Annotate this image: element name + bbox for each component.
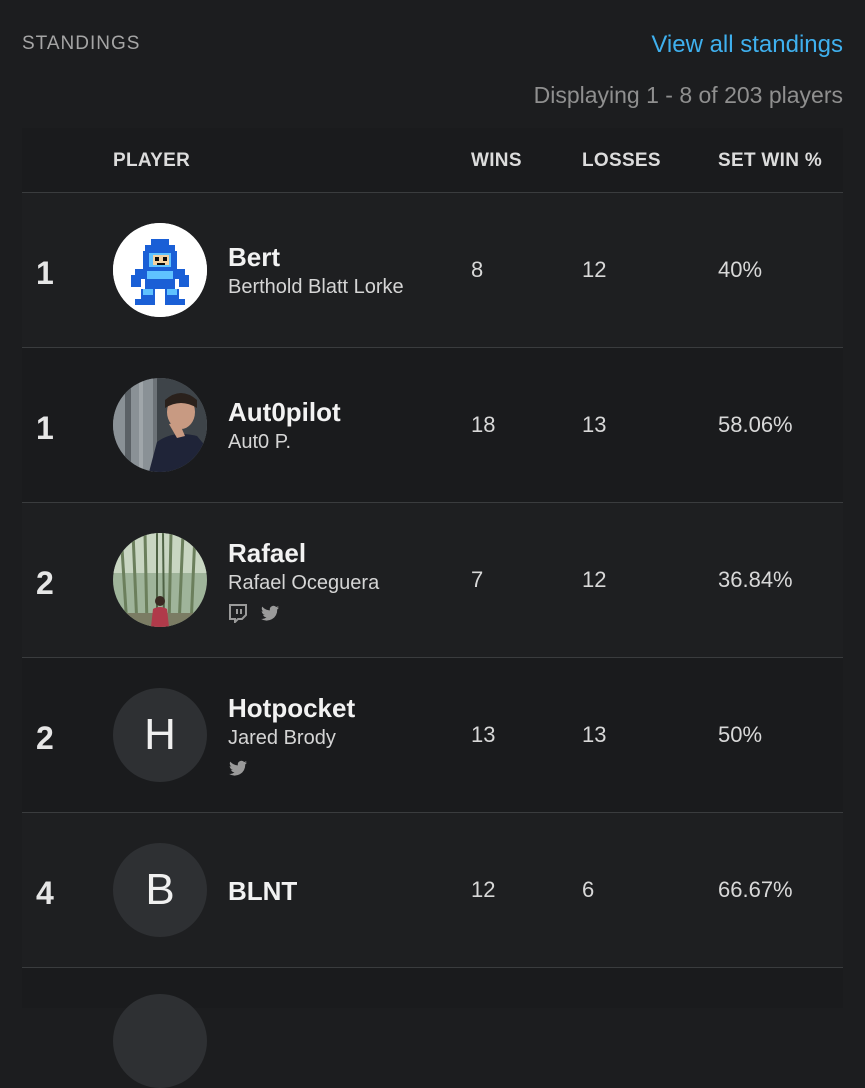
cell-losses: 13 bbox=[582, 722, 607, 747]
avatar[interactable] bbox=[113, 994, 207, 1088]
player-gamer-tag[interactable]: Bert bbox=[228, 242, 281, 272]
table-row[interactable]: 4 B BLNT 12 6 66.67% bbox=[22, 813, 843, 968]
player-name-block: BLNT bbox=[228, 875, 297, 907]
cell-set-win-rate: 40% bbox=[718, 257, 763, 282]
table-row[interactable]: 1 bbox=[22, 193, 843, 348]
player-name-block: Aut0pilot Aut0 P. bbox=[228, 396, 341, 456]
table-header: PLAYER WINS LOSSES SET WIN % bbox=[22, 128, 843, 193]
cell-losses: 12 bbox=[582, 257, 607, 282]
row-rank: 1 bbox=[36, 255, 54, 291]
cell-losses: 13 bbox=[582, 412, 607, 437]
cell-wins: 8 bbox=[471, 257, 484, 282]
player-name-block: Bert Berthold Blatt Lorke bbox=[228, 241, 404, 301]
row-rank: 2 bbox=[36, 720, 54, 756]
avatar[interactable]: H bbox=[113, 688, 207, 782]
avatar[interactable] bbox=[113, 378, 207, 472]
table-row[interactable]: 2 H Hotpocket Jared Brody 13 13 50% bbox=[22, 658, 843, 813]
pixel-robot-avatar-image bbox=[113, 223, 207, 317]
table-row[interactable]: 1 Aut0pilot Aut0 P. 18 13 bbox=[22, 348, 843, 503]
avatar-letter: B bbox=[145, 865, 175, 914]
displaying-count: Displaying 1 - 8 of 203 players bbox=[533, 82, 843, 108]
row-rank: 1 bbox=[36, 410, 54, 446]
player-real-name: Rafael Oceguera bbox=[228, 572, 380, 594]
cell-wins: 13 bbox=[471, 722, 496, 747]
twitter-icon[interactable] bbox=[260, 603, 280, 623]
cell-wins: 12 bbox=[471, 877, 496, 902]
cell-set-win-rate: 58.06% bbox=[718, 412, 793, 437]
player-name-block: Rafael Rafael Oceguera bbox=[228, 537, 379, 623]
column-header-losses: LOSSES bbox=[582, 150, 661, 171]
row-rank: 2 bbox=[36, 565, 54, 601]
player-gamer-tag[interactable]: BLNT bbox=[228, 876, 298, 906]
avatar[interactable]: B bbox=[113, 843, 207, 937]
avatar[interactable] bbox=[113, 223, 207, 317]
table-body: 1 bbox=[22, 193, 843, 1088]
standings-table: PLAYER WINS LOSSES SET WIN % 1 bbox=[22, 128, 843, 1088]
cell-set-win-rate: 66.67% bbox=[718, 877, 793, 902]
player-gamer-tag[interactable]: Aut0pilot bbox=[228, 397, 341, 427]
cell-wins: 18 bbox=[471, 412, 496, 437]
player-gamer-tag[interactable]: Rafael bbox=[228, 538, 307, 568]
avatar[interactable] bbox=[113, 533, 207, 627]
player-name-block: Hotpocket Jared Brody bbox=[228, 692, 355, 778]
cell-losses: 12 bbox=[582, 567, 607, 592]
cell-losses: 6 bbox=[582, 877, 595, 902]
person-photo-avatar-image bbox=[113, 378, 207, 472]
cell-wins: 7 bbox=[471, 567, 484, 592]
column-header-wins: WINS bbox=[471, 150, 522, 171]
column-header-player: PLAYER bbox=[113, 150, 191, 171]
standings-title: STANDINGS bbox=[22, 33, 141, 54]
view-all-standings-link[interactable]: View all standings bbox=[651, 31, 843, 58]
player-real-name: Jared Brody bbox=[228, 727, 336, 749]
twitter-icon[interactable] bbox=[228, 758, 248, 778]
social-links bbox=[228, 758, 355, 778]
bamboo-forest-avatar-image bbox=[113, 533, 207, 627]
social-links bbox=[228, 603, 379, 623]
cell-set-win-rate: 36.84% bbox=[718, 567, 793, 592]
cell-set-win-rate: 50% bbox=[718, 722, 763, 747]
table-row[interactable]: 2 bbox=[22, 503, 843, 658]
player-real-name: Berthold Blatt Lorke bbox=[228, 276, 404, 298]
table-row-partial[interactable] bbox=[22, 968, 843, 1088]
row-rank: 4 bbox=[36, 875, 54, 911]
player-gamer-tag[interactable]: Hotpocket bbox=[228, 693, 356, 723]
twitch-icon[interactable] bbox=[228, 603, 248, 623]
column-header-set-win-rate: SET WIN % bbox=[718, 150, 823, 171]
avatar-letter: H bbox=[144, 710, 176, 759]
player-real-name: Aut0 P. bbox=[228, 431, 292, 453]
